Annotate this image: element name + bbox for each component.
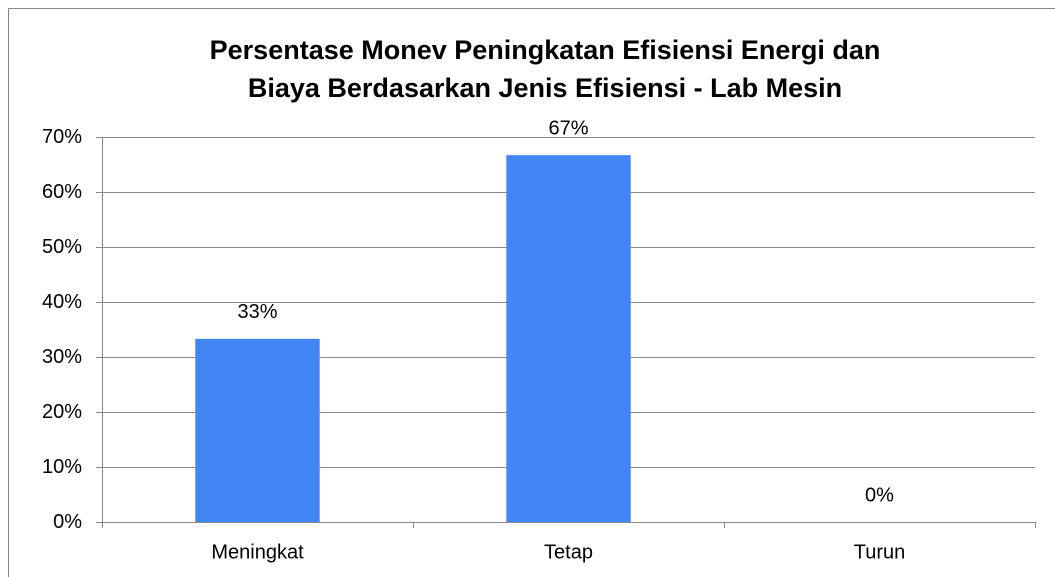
value-label: 0%: [865, 484, 894, 506]
x-tick-label: Meningkat: [211, 541, 304, 563]
chart-title: Biaya Berdasarkan Jenis Efisiensi - Lab …: [248, 73, 842, 103]
bar: [195, 338, 320, 522]
x-tick-label: Turun: [854, 541, 906, 563]
y-tick-label: 10%: [42, 456, 82, 478]
value-label: 33%: [237, 301, 277, 323]
y-tick-label: 50%: [42, 236, 82, 258]
y-tick-label: 20%: [42, 401, 82, 423]
value-label: 67%: [548, 117, 588, 139]
y-tick-label: 30%: [42, 346, 82, 368]
x-tick-label: Tetap: [544, 541, 593, 563]
y-tick-label: 70%: [42, 126, 82, 148]
y-tick-label: 60%: [42, 181, 82, 203]
chart-title: Persentase Monev Peningkatan Efisiensi E…: [210, 35, 881, 65]
bar: [506, 155, 631, 522]
y-tick-label: 0%: [53, 511, 82, 533]
y-tick-label: 40%: [42, 291, 82, 313]
